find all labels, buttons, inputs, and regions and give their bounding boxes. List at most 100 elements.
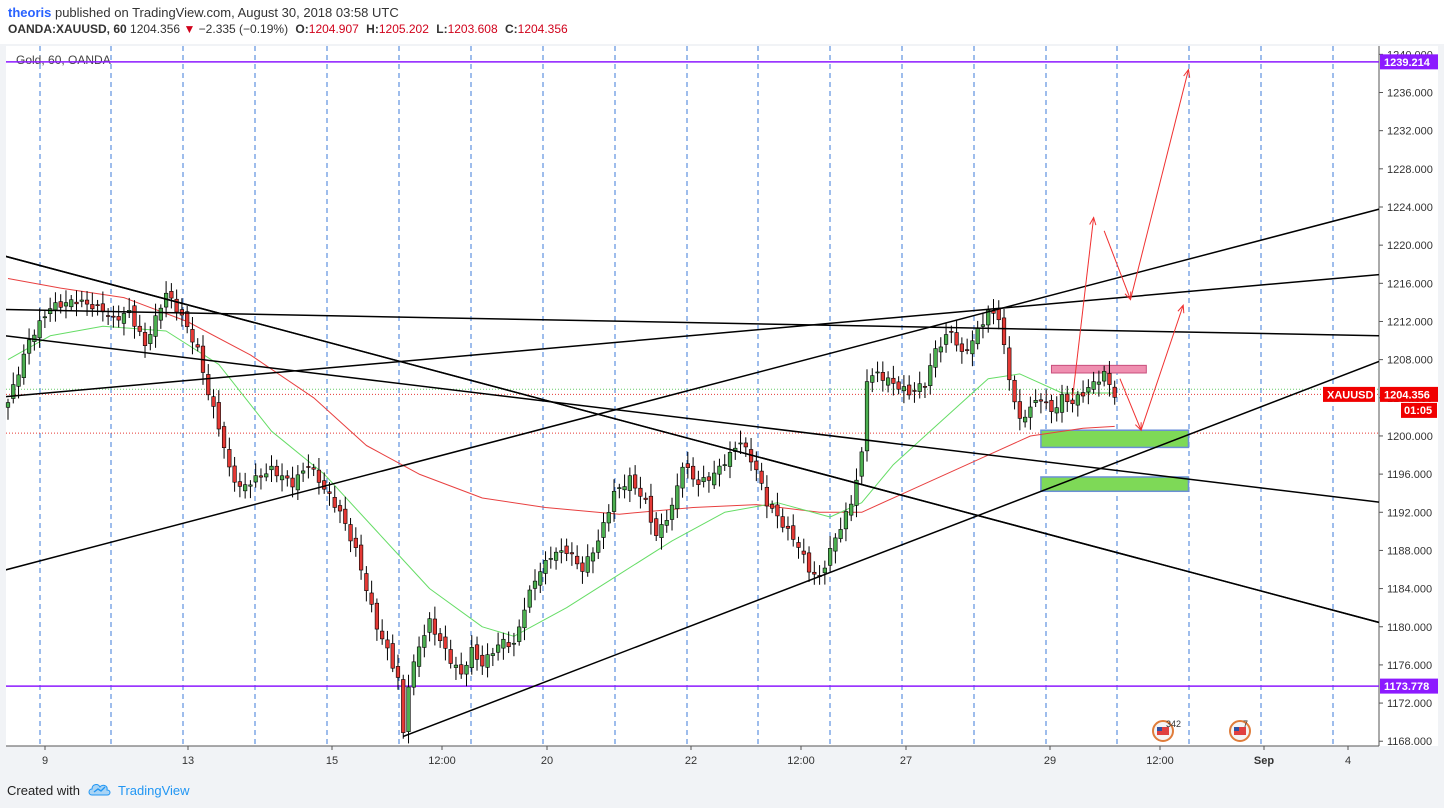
candle-body: [343, 508, 348, 524]
candle-body: [11, 384, 16, 399]
candle-body: [37, 320, 42, 339]
last-price: 1204.356: [130, 22, 181, 36]
candle-body: [1065, 393, 1070, 403]
candle-body: [738, 442, 743, 445]
candle-body: [559, 550, 564, 553]
candle-body: [580, 562, 585, 572]
y-tick-label: 1184.000: [1387, 584, 1432, 596]
candle-body: [770, 504, 775, 509]
candle-body: [1017, 401, 1022, 419]
candle-body: [132, 305, 137, 327]
low-label: L:: [436, 22, 448, 36]
candle-body: [959, 343, 964, 352]
projection-arrow[interactable]: [1103, 230, 1131, 300]
moving-average-slow: [7, 278, 1115, 515]
candle-body: [675, 485, 680, 509]
symbol-label: OANDA:XAUUSD, 60: [8, 22, 127, 36]
candle-body: [148, 334, 153, 344]
candle-body: [306, 466, 311, 468]
candle-body: [975, 328, 980, 345]
moving-average-fast: [7, 325, 1115, 637]
x-tick-label: Sep: [1254, 755, 1274, 767]
candle-body: [859, 451, 864, 477]
candle-body: [485, 654, 490, 668]
candle-body: [1112, 386, 1117, 398]
candle-body: [907, 384, 912, 396]
candle-body: [432, 618, 437, 635]
plot-area[interactable]: [6, 46, 1379, 746]
candle-body: [311, 467, 316, 470]
y-tick-label: 1236.000: [1387, 88, 1433, 100]
candle-body: [896, 381, 901, 390]
projection-arrow[interactable]: [1072, 217, 1095, 398]
tradingview-cloud-icon[interactable]: [88, 781, 112, 797]
candle-body: [522, 609, 527, 629]
candle-body: [1033, 399, 1038, 403]
candle-body: [638, 487, 643, 497]
event-badge-count: 7: [1243, 719, 1248, 729]
countdown-label-box: [1401, 402, 1437, 418]
candle-body: [622, 486, 627, 491]
candle-body: [364, 573, 369, 591]
candle-body: [727, 452, 733, 467]
projection-arrow[interactable]: [1140, 305, 1184, 431]
candle-body: [438, 633, 443, 642]
candle-body: [348, 524, 353, 542]
y-tick-label: 1188.000: [1387, 545, 1432, 557]
candle-body: [1023, 416, 1028, 423]
trend-line[interactable]: [0, 333, 1431, 509]
price-chart[interactable]: 9 13 15 12:00 20 22 12:00 27 29 12:00 Sep 4 Gold, 60…: [0, 44, 1444, 770]
candle-body: [648, 495, 654, 523]
candle-body: [1091, 381, 1096, 390]
candle-body: [269, 465, 274, 471]
candle-body: [253, 475, 258, 483]
candle-body: [153, 315, 158, 337]
x-tick-label: 20: [541, 755, 553, 767]
projection-arrow[interactable]: [1119, 378, 1142, 431]
trend-line[interactable]: [0, 270, 1431, 399]
projection-arrow-head: [1183, 68, 1191, 78]
candle-body: [833, 537, 838, 552]
close-value: 1204.356: [517, 22, 568, 36]
candle-body: [901, 386, 906, 392]
projection-arrow[interactable]: [1130, 69, 1189, 300]
author-link[interactable]: theoris: [8, 5, 52, 20]
bar-countdown-label: 01:05: [1404, 405, 1432, 417]
candle-body: [764, 486, 769, 507]
support-zone[interactable]: [1040, 476, 1190, 493]
candle-body: [395, 666, 401, 678]
trend-line[interactable]: [402, 342, 1431, 738]
candle-body: [79, 299, 84, 302]
candle-body: [785, 525, 791, 529]
candle-body: [553, 551, 559, 561]
candle-body: [875, 371, 880, 374]
candle-body: [828, 548, 833, 566]
candle-body: [111, 315, 116, 318]
candle-body: [248, 484, 253, 487]
candle-body: [1070, 399, 1075, 405]
candle-body: [532, 580, 538, 589]
candle-body: [643, 497, 648, 500]
y-tick-label: 1196.000: [1387, 469, 1432, 481]
trend-line[interactable]: [0, 196, 1431, 577]
candle-body: [780, 516, 785, 528]
candle-body: [206, 374, 211, 396]
candle-body: [1001, 317, 1007, 345]
candle-body: [195, 344, 200, 348]
trend-line[interactable]: [0, 308, 1431, 337]
y-tick-label: 1192.000: [1387, 507, 1432, 519]
chart-title: Gold, 60, OANDA: [16, 53, 111, 67]
candle-body: [116, 316, 121, 321]
candle-body: [464, 664, 469, 675]
candle-body: [174, 298, 179, 313]
price-change: −2.335 (−0.19%): [198, 22, 289, 36]
candle-body: [453, 664, 459, 668]
support-zone[interactable]: [1040, 429, 1190, 449]
candle-body: [864, 381, 870, 452]
tradingview-brand-link[interactable]: TradingView: [118, 783, 190, 798]
y-tick-label: 1180.000: [1387, 622, 1432, 634]
candle-body: [843, 511, 849, 530]
candle-body: [121, 313, 127, 324]
candle-body: [422, 635, 427, 648]
candle-body: [443, 636, 448, 649]
